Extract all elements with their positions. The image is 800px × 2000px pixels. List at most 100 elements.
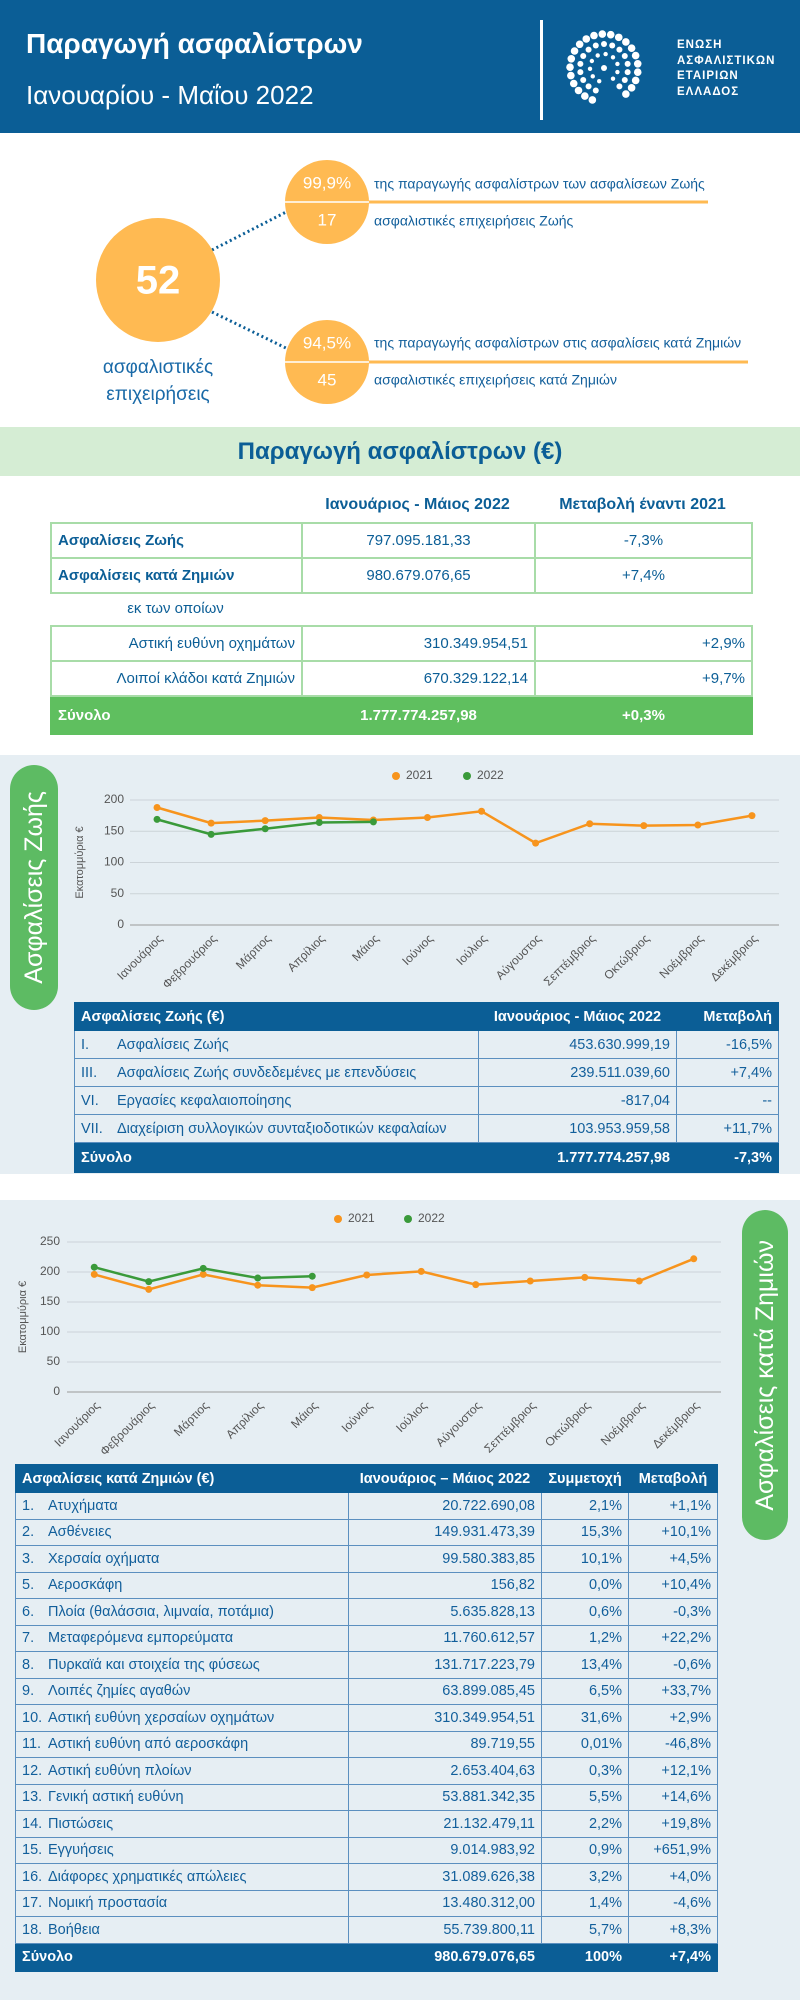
x-tick-label: Νοέμβριος	[656, 931, 706, 981]
row-number: 3.	[22, 1550, 35, 1567]
logo-dot	[585, 83, 592, 90]
table-row: 18. Βοήθεια 55.739.800,11 5,7% +8,3%	[15, 1916, 718, 1944]
table-cell: +10,1%	[628, 1518, 718, 1546]
table-cell: Ασφαλίσεις Ζωής	[50, 522, 303, 559]
table-row: 3. Χερσαία οχήματα 99.580.383,85 10,1% +4,5%	[15, 1545, 718, 1573]
logo-dot	[567, 71, 575, 80]
title: Παραγωγή ασφαλίστρων	[26, 28, 363, 59]
table-cell: 0,9%	[541, 1836, 629, 1864]
table-row: Ασφαλίσεις Ζωής (€) Ιανουάριος - Μάιος 20…	[74, 1002, 779, 1031]
table-cell: 1.777.774.257,98	[301, 695, 536, 735]
table-row: Σύνολο 980.679.076,65 100% +7,4%	[15, 1942, 718, 1972]
table-row: 14. Πιστώσεις 21.132.479,11 2,2% +19,8%	[15, 1810, 718, 1838]
table-cell: 13,4%	[541, 1651, 629, 1679]
table-cell: +2,9%	[628, 1704, 718, 1732]
table-cell: Ασφαλίσεις Ζωής (€)	[74, 1002, 479, 1031]
point	[199, 1264, 207, 1272]
logo-dot	[631, 51, 640, 60]
table-cell: 5. Αεροσκάφη	[15, 1571, 349, 1599]
logo-dot	[570, 47, 579, 55]
table-row: 9. Λοιπές ζημίες αγαθών 63.899.085,45 6,5% +…	[15, 1677, 718, 1705]
logo-dot	[615, 61, 620, 67]
point	[635, 1277, 643, 1285]
logo-dot	[601, 41, 607, 47]
table-cell: -817,04	[478, 1086, 677, 1115]
nonlife-table: Ασφαλίσεις κατά Ζημιών (€) Ιανουάριος – Μ…	[15, 1464, 718, 1972]
table-cell: 9.014.983,92	[348, 1836, 542, 1864]
life-table: Ασφαλίσεις Ζωής (€) Ιανουάριος - Μάιος 20…	[74, 1002, 779, 1173]
row-number: 2.	[22, 1524, 35, 1541]
legend-label: 2021	[406, 768, 433, 782]
column-header: Μεταβολή έναντι 2021	[559, 496, 726, 513]
table-cell: 89.719,55	[348, 1730, 542, 1758]
table-row: 1. Ατυχήματα 20.722.690,08 2,1% +1,1%	[15, 1492, 718, 1520]
point	[532, 839, 540, 847]
row-number: 16.	[22, 1868, 43, 1885]
y-tick-label: 50	[111, 886, 125, 900]
table-cell: 99.580.383,85	[348, 1545, 542, 1573]
of-which: εκ των οποίων	[127, 600, 224, 617]
point	[363, 1271, 371, 1279]
x-tick-label: Ιούλιος	[453, 931, 490, 968]
logo-dot	[606, 30, 615, 39]
table-cell: +14,6%	[628, 1783, 718, 1811]
nonlife-section: Ασφαλίσεις κατά Ζημιών 0 50 100 150 200 250 Εκ…	[0, 1200, 800, 2000]
logo-dot	[598, 30, 607, 38]
point	[315, 814, 323, 821]
point	[207, 830, 215, 838]
y-tick-label: 150	[104, 823, 124, 837]
x-tick-label: Αύγουστος	[493, 931, 544, 982]
y-tick-label: 250	[40, 1234, 60, 1248]
table-cell: 670.329.122,14	[301, 660, 536, 697]
point	[369, 818, 377, 826]
table-cell: 1.777.774.257,98	[478, 1142, 677, 1173]
point	[526, 1277, 534, 1285]
logo-dot	[588, 96, 597, 104]
point	[261, 817, 269, 825]
point	[145, 1285, 153, 1293]
table-cell: 310.349.954,51	[301, 625, 536, 662]
row-number: 13.	[22, 1789, 43, 1806]
table-cell: +0,3%	[534, 695, 753, 735]
logo-dot	[592, 87, 599, 94]
logo-dot	[566, 63, 574, 71]
table-cell: 8. Πυρκαϊά και στοιχεία της φύσεως	[15, 1651, 349, 1679]
table-cell: 980.679.076,65	[301, 557, 536, 594]
row-number: 12.	[22, 1762, 43, 1779]
life-share: 99,9%	[303, 173, 351, 192]
table-row: VII. Διαχείριση συλλογικών συνταξιοδοτικώ…	[74, 1114, 779, 1143]
point	[472, 1281, 480, 1289]
table-cell: 20.722.690,08	[348, 1492, 542, 1520]
logo-dot	[621, 53, 628, 59]
table-cell: 16. Διάφορες χρηματικές απώλειες	[15, 1863, 349, 1891]
table-cell: +11,7%	[676, 1114, 779, 1143]
table-cell: Ιανουάριος – Μάιος 2022	[348, 1464, 542, 1493]
x-tick-label: Απρίλιος	[223, 1398, 266, 1441]
table-row: 2. Ασθένειες 149.931.473,39 15,3% +10,1%	[15, 1518, 718, 1546]
logo-dot	[597, 78, 602, 84]
point	[581, 1273, 589, 1281]
table-cell: 2.653.404,63	[348, 1757, 542, 1785]
table-cell: -7,3%	[676, 1142, 779, 1173]
table-cell: 2,1%	[541, 1492, 629, 1520]
legend-swatch	[463, 772, 471, 780]
logo-dot	[567, 54, 576, 63]
x-tick-label: Ιούνιος	[399, 931, 436, 968]
table-cell: 797.095.181,33	[301, 522, 536, 559]
table-cell: +8,3%	[628, 1916, 718, 1944]
y-tick-label: 100	[40, 1324, 60, 1338]
row-name: Εγγυήσεις	[48, 1842, 114, 1859]
line	[93, 1257, 695, 1291]
point	[153, 815, 161, 823]
table-cell: 103.953.959,58	[478, 1114, 677, 1143]
row-name: Πιστώσεις	[48, 1815, 114, 1832]
table-cell: +33,7%	[628, 1677, 718, 1705]
table-cell: 5,5%	[541, 1783, 629, 1811]
point	[199, 1270, 207, 1278]
table-cell: -46,8%	[628, 1730, 718, 1758]
table-cell: 3. Χερσαία οχήματα	[15, 1545, 349, 1573]
logo-line: ΕΤΑΙΡΙΩΝ	[677, 70, 739, 82]
logo-text: ΕΝΩΣΗ ΑΣΦΑΛΙΣΤΙΚΩΝ ΕΤΑΙΡΙΩΝ ΕΛΛΑΔΟΣ	[677, 38, 775, 100]
table-row: Σύνολο 1.777.774.257,98 -7,3%	[74, 1142, 779, 1173]
